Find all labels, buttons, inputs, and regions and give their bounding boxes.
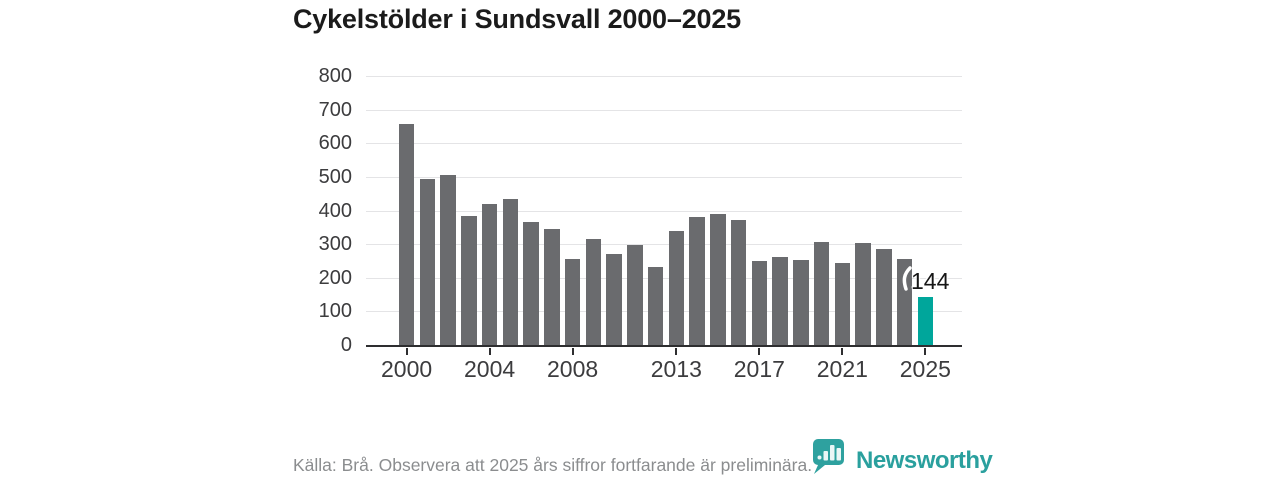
x-tick-label-2004: 2004 xyxy=(464,356,516,382)
x-tick-2000 xyxy=(405,347,408,355)
gridline-200 xyxy=(366,277,962,279)
x-tick-2013 xyxy=(675,347,678,355)
plot-area xyxy=(366,76,962,355)
bar-2007 xyxy=(544,229,560,345)
y-tick-label-0: 0 xyxy=(340,334,352,356)
gridline-400 xyxy=(366,210,962,212)
value-label-leader-line xyxy=(902,266,912,291)
bar-2008 xyxy=(564,258,581,345)
bar-2019 xyxy=(793,259,809,345)
bar-2000 xyxy=(398,124,415,345)
x-tick-label-2013: 2013 xyxy=(650,356,702,382)
bar-2010 xyxy=(606,253,622,345)
x-tick-label-2025: 2025 xyxy=(899,356,951,382)
x-axis-labels: 2000 2004 2008 2013 2017 2021 2025 xyxy=(366,356,962,386)
x-tick-label-2008: 2008 xyxy=(547,356,599,382)
y-tick-label-700: 700 xyxy=(318,98,352,121)
bar-2004 xyxy=(481,203,498,345)
gridline-100 xyxy=(366,311,962,313)
bar-2018 xyxy=(772,257,788,345)
bar-2023 xyxy=(876,248,892,345)
gridline-500 xyxy=(366,176,962,178)
bar-2002 xyxy=(440,174,456,345)
x-tick-2017 xyxy=(758,347,761,355)
bar-2001 xyxy=(419,178,436,345)
bar-2013 xyxy=(668,231,685,345)
x-tick-label-2000: 2000 xyxy=(381,356,433,382)
bar-2020 xyxy=(813,241,830,345)
bar-2012 xyxy=(647,266,664,345)
bar-2022 xyxy=(855,243,871,345)
x-tick-2021 xyxy=(841,347,844,355)
y-tick-label-400: 400 xyxy=(318,199,352,222)
x-tick-2004 xyxy=(488,347,491,355)
gridline-600 xyxy=(366,143,962,145)
bar-2005 xyxy=(502,199,519,345)
x-tick-2025 xyxy=(924,347,927,355)
y-tick-label-500: 500 xyxy=(318,165,352,188)
x-tick-label-2017: 2017 xyxy=(733,356,785,382)
gridline-300 xyxy=(366,244,962,246)
bar-2003 xyxy=(461,216,477,345)
source-note: Källa: Brå. Observera att 2025 års siffr… xyxy=(293,455,813,475)
bar-2021 xyxy=(834,263,851,345)
gridline-700 xyxy=(366,109,962,111)
bar-2016 xyxy=(730,220,747,345)
bar-2011 xyxy=(627,245,643,345)
y-tick-label-200: 200 xyxy=(318,266,352,289)
page-title: Cykelstölder i Sundsvall 2000–2025 xyxy=(293,4,741,34)
y-tick-label-800: 800 xyxy=(318,65,352,87)
y-tick-label-600: 600 xyxy=(318,132,352,155)
bar-2024 xyxy=(896,258,913,345)
bar-2025 xyxy=(917,296,934,345)
bar-2009 xyxy=(585,239,602,345)
gridline-800 xyxy=(366,76,962,77)
bar-2015 xyxy=(710,214,726,345)
x-tick-label-2021: 2021 xyxy=(816,356,868,382)
newsworthy-logo-icon xyxy=(813,439,844,474)
bar-2014 xyxy=(689,216,705,345)
y-axis-labels: 0 100 200 300 400 500 600 700 800 xyxy=(270,65,358,356)
newsworthy-logo-text: Newsworthy xyxy=(856,447,993,474)
bar-2017 xyxy=(751,260,768,345)
bar-2006 xyxy=(523,221,539,345)
x-tick-2008 xyxy=(571,347,574,355)
y-tick-label-300: 300 xyxy=(318,233,352,256)
y-tick-label-100: 100 xyxy=(318,300,352,323)
highlight-value-label: 144 xyxy=(911,268,950,294)
